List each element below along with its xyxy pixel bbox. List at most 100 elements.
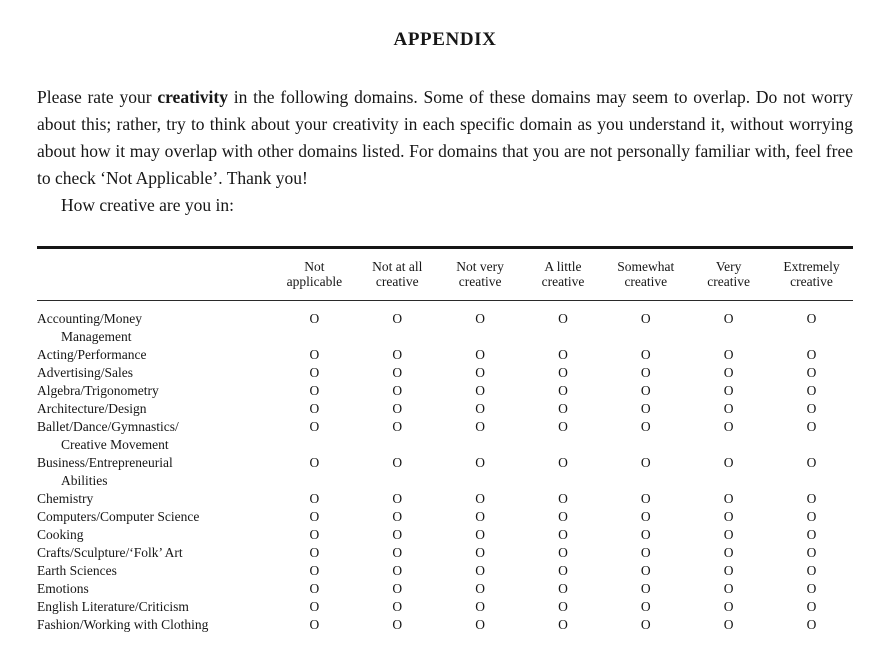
column-header-not-very-creative: Not very creative [438, 247, 522, 301]
domain-name: Architecture/Design [37, 401, 147, 416]
domain-name: Accounting/Money [37, 311, 142, 326]
domain-name-line2: Management [61, 329, 132, 344]
response-bubble: O [723, 347, 734, 362]
response-bubble: O [475, 383, 485, 398]
domain-name: Acting/Performance [37, 347, 147, 362]
response-bubble: O [558, 455, 568, 470]
response-bubble: O [640, 383, 651, 398]
response-bubble: O [723, 617, 734, 632]
response-bubble: O [723, 599, 734, 614]
column-header-label: creative [790, 274, 833, 289]
response-bubble: O [640, 545, 651, 560]
column-header-not-at-all-creative: Not at all creative [355, 247, 439, 301]
domain-name: Crafts/Sculpture/‘Folk’ Art [37, 545, 183, 560]
domain-label: Architecture/Design [37, 400, 273, 418]
domain-name: Advertising/Sales [37, 365, 133, 380]
domain-label: Fashion/Working with Clothing [37, 616, 273, 634]
response-bubble: O [309, 383, 320, 398]
response-bubble: O [806, 617, 817, 632]
response-bubble: O [723, 491, 734, 506]
table-row: Chemistry O O O O O O O [37, 490, 853, 508]
response-bubble: O [640, 563, 651, 578]
column-header-label: creative [458, 274, 502, 289]
domain-label: Advertising/Sales [37, 364, 273, 382]
table-row: Advertising/Sales O O O O O O O [37, 364, 853, 382]
domain-name: Fashion/Working with Clothing [37, 617, 209, 632]
domain-label: Cooking [37, 526, 273, 544]
response-bubble: O [475, 365, 485, 380]
response-bubble: O [723, 383, 734, 398]
response-bubble: O [558, 527, 568, 542]
response-bubble: O [806, 527, 817, 542]
response-bubble: O [640, 617, 651, 632]
table-row: Architecture/Design O O O O O O O [37, 400, 853, 418]
column-header-label: Not very [456, 259, 504, 274]
domain-label: Emotions [37, 580, 273, 598]
domain-label: Business/Entrepreneurial Abilities [37, 454, 273, 490]
domain-name: Chemistry [37, 491, 94, 506]
table-row: Earth Sciences O O O O O O O [37, 562, 853, 580]
response-bubble: O [475, 455, 485, 470]
table-row: Fashion/Working with Clothing O O O O O O O [37, 616, 853, 634]
column-header-label: applicable [286, 274, 343, 289]
response-bubble: O [640, 311, 651, 326]
table-row: Accounting/Money Management O O O O O O O [37, 301, 853, 347]
response-bubble: O [309, 617, 320, 632]
response-bubble: O [723, 563, 734, 578]
response-bubble: O [723, 545, 734, 560]
column-header-somewhat-creative: Somewhat creative [604, 247, 688, 301]
response-bubble: O [309, 581, 320, 596]
response-bubble: O [806, 509, 817, 524]
table-row: Algebra/Trigonometry O O O O O O O [37, 382, 853, 400]
domain-name: Cooking [37, 527, 84, 542]
response-bubble: O [806, 311, 817, 326]
response-bubble: O [392, 419, 403, 434]
domain-name: Computers/Computer Science [37, 509, 200, 524]
response-bubble: O [806, 599, 817, 614]
response-bubble: O [806, 419, 817, 434]
response-bubble: O [309, 545, 320, 560]
domain-label: English Literature/Criticism [37, 598, 273, 616]
response-bubble: O [558, 599, 568, 614]
response-bubble: O [640, 509, 651, 524]
response-bubble: O [475, 491, 485, 506]
response-bubble: O [723, 401, 734, 416]
intro-text-before: Please rate your [37, 87, 158, 107]
response-bubble: O [558, 419, 568, 434]
response-bubble: O [475, 599, 485, 614]
table-row: Cooking O O O O O O O [37, 526, 853, 544]
domain-name: Ballet/Dance/Gymnastics/ [37, 419, 179, 434]
response-bubble: O [392, 527, 403, 542]
response-bubble: O [392, 383, 403, 398]
response-bubble: O [640, 401, 651, 416]
response-bubble: O [558, 491, 568, 506]
response-bubble: O [723, 365, 734, 380]
domain-name-line2: Creative Movement [61, 437, 169, 452]
response-bubble: O [558, 509, 568, 524]
page-title: APPENDIX [393, 29, 497, 50]
response-bubble: O [640, 491, 651, 506]
column-header-label: Extremely [783, 259, 840, 274]
response-bubble: O [806, 401, 817, 416]
column-header-label: Very [715, 259, 742, 274]
response-bubble: O [640, 419, 651, 434]
response-bubble: O [475, 581, 485, 596]
response-bubble: O [558, 365, 568, 380]
response-bubble: O [475, 419, 485, 434]
response-bubble: O [640, 347, 651, 362]
column-header-label: creative [624, 274, 668, 289]
domain-name: Earth Sciences [37, 563, 117, 578]
response-bubble: O [806, 455, 817, 470]
creativity-rating-table: Not applicable Not at all creative Not ver… [37, 246, 853, 634]
response-bubble: O [392, 509, 403, 524]
response-bubble: O [475, 311, 485, 326]
response-bubble: O [640, 527, 651, 542]
column-header-not-applicable: Not applicable [273, 247, 356, 301]
domain-label: Acting/Performance [37, 346, 273, 364]
response-bubble: O [558, 347, 568, 362]
response-bubble: O [723, 509, 734, 524]
response-bubble: O [558, 311, 568, 326]
intro-text-after: in the following domains. Some of these … [37, 87, 853, 188]
response-bubble: O [558, 401, 568, 416]
response-bubble: O [558, 383, 568, 398]
